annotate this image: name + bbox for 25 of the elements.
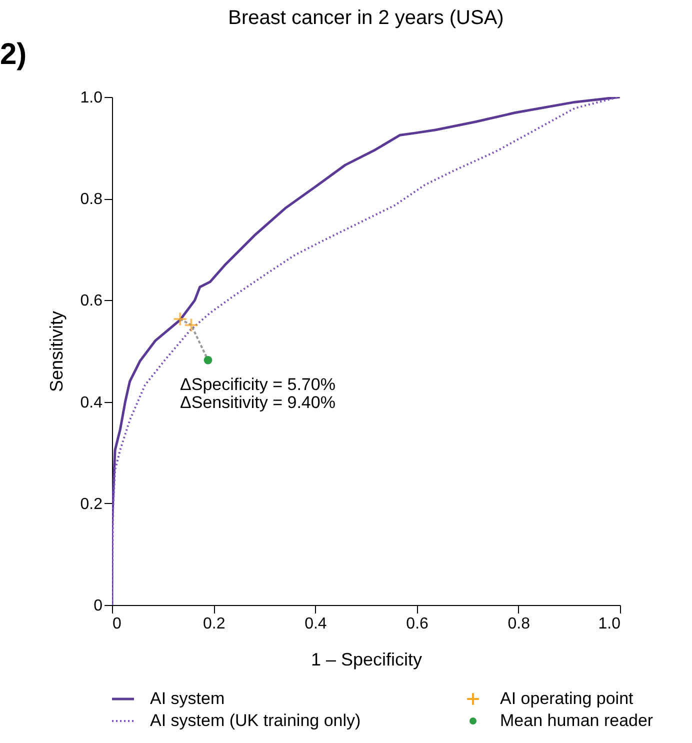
y-tick-label: 0.4 — [80, 394, 103, 412]
y-axis-title: Sensitivity — [46, 310, 66, 392]
legend-label: AI operating point — [500, 689, 634, 708]
y-tick-label: 0.2 — [80, 496, 103, 513]
text: 2) — [0, 38, 27, 71]
point — [172, 312, 188, 326]
x-tick-label: 0.8 — [508, 616, 530, 632]
point — [184, 318, 199, 332]
y-tick-label: 0 — [94, 598, 103, 614]
x-axis-title: 1 – Specificity — [310, 650, 422, 670]
annotation: ΔSpecificity = 5.70% — [180, 375, 336, 394]
x-tick-label: 0.2 — [202, 616, 226, 632]
legend-label: AI system — [150, 689, 225, 708]
y-tick-label: 1.0 — [80, 90, 103, 106]
y-tick-label: 0.6 — [80, 292, 103, 310]
legend-label: Mean human reader — [500, 711, 654, 730]
chart-title: Breast cancer in 2 years (USA) — [228, 7, 504, 29]
x-tick-label: 0 — [112, 616, 122, 632]
annotation: ΔSensitivity = 9.40% — [180, 393, 336, 412]
legend-label: AI system (UK training only) — [150, 711, 361, 730]
x-tick-label: 1.0 — [598, 616, 621, 632]
x-tick-label: 0.6 — [406, 616, 429, 632]
y-tick-label: 0.8 — [80, 191, 103, 208]
x-tick-label: 0.4 — [304, 616, 327, 632]
point — [204, 356, 212, 364]
